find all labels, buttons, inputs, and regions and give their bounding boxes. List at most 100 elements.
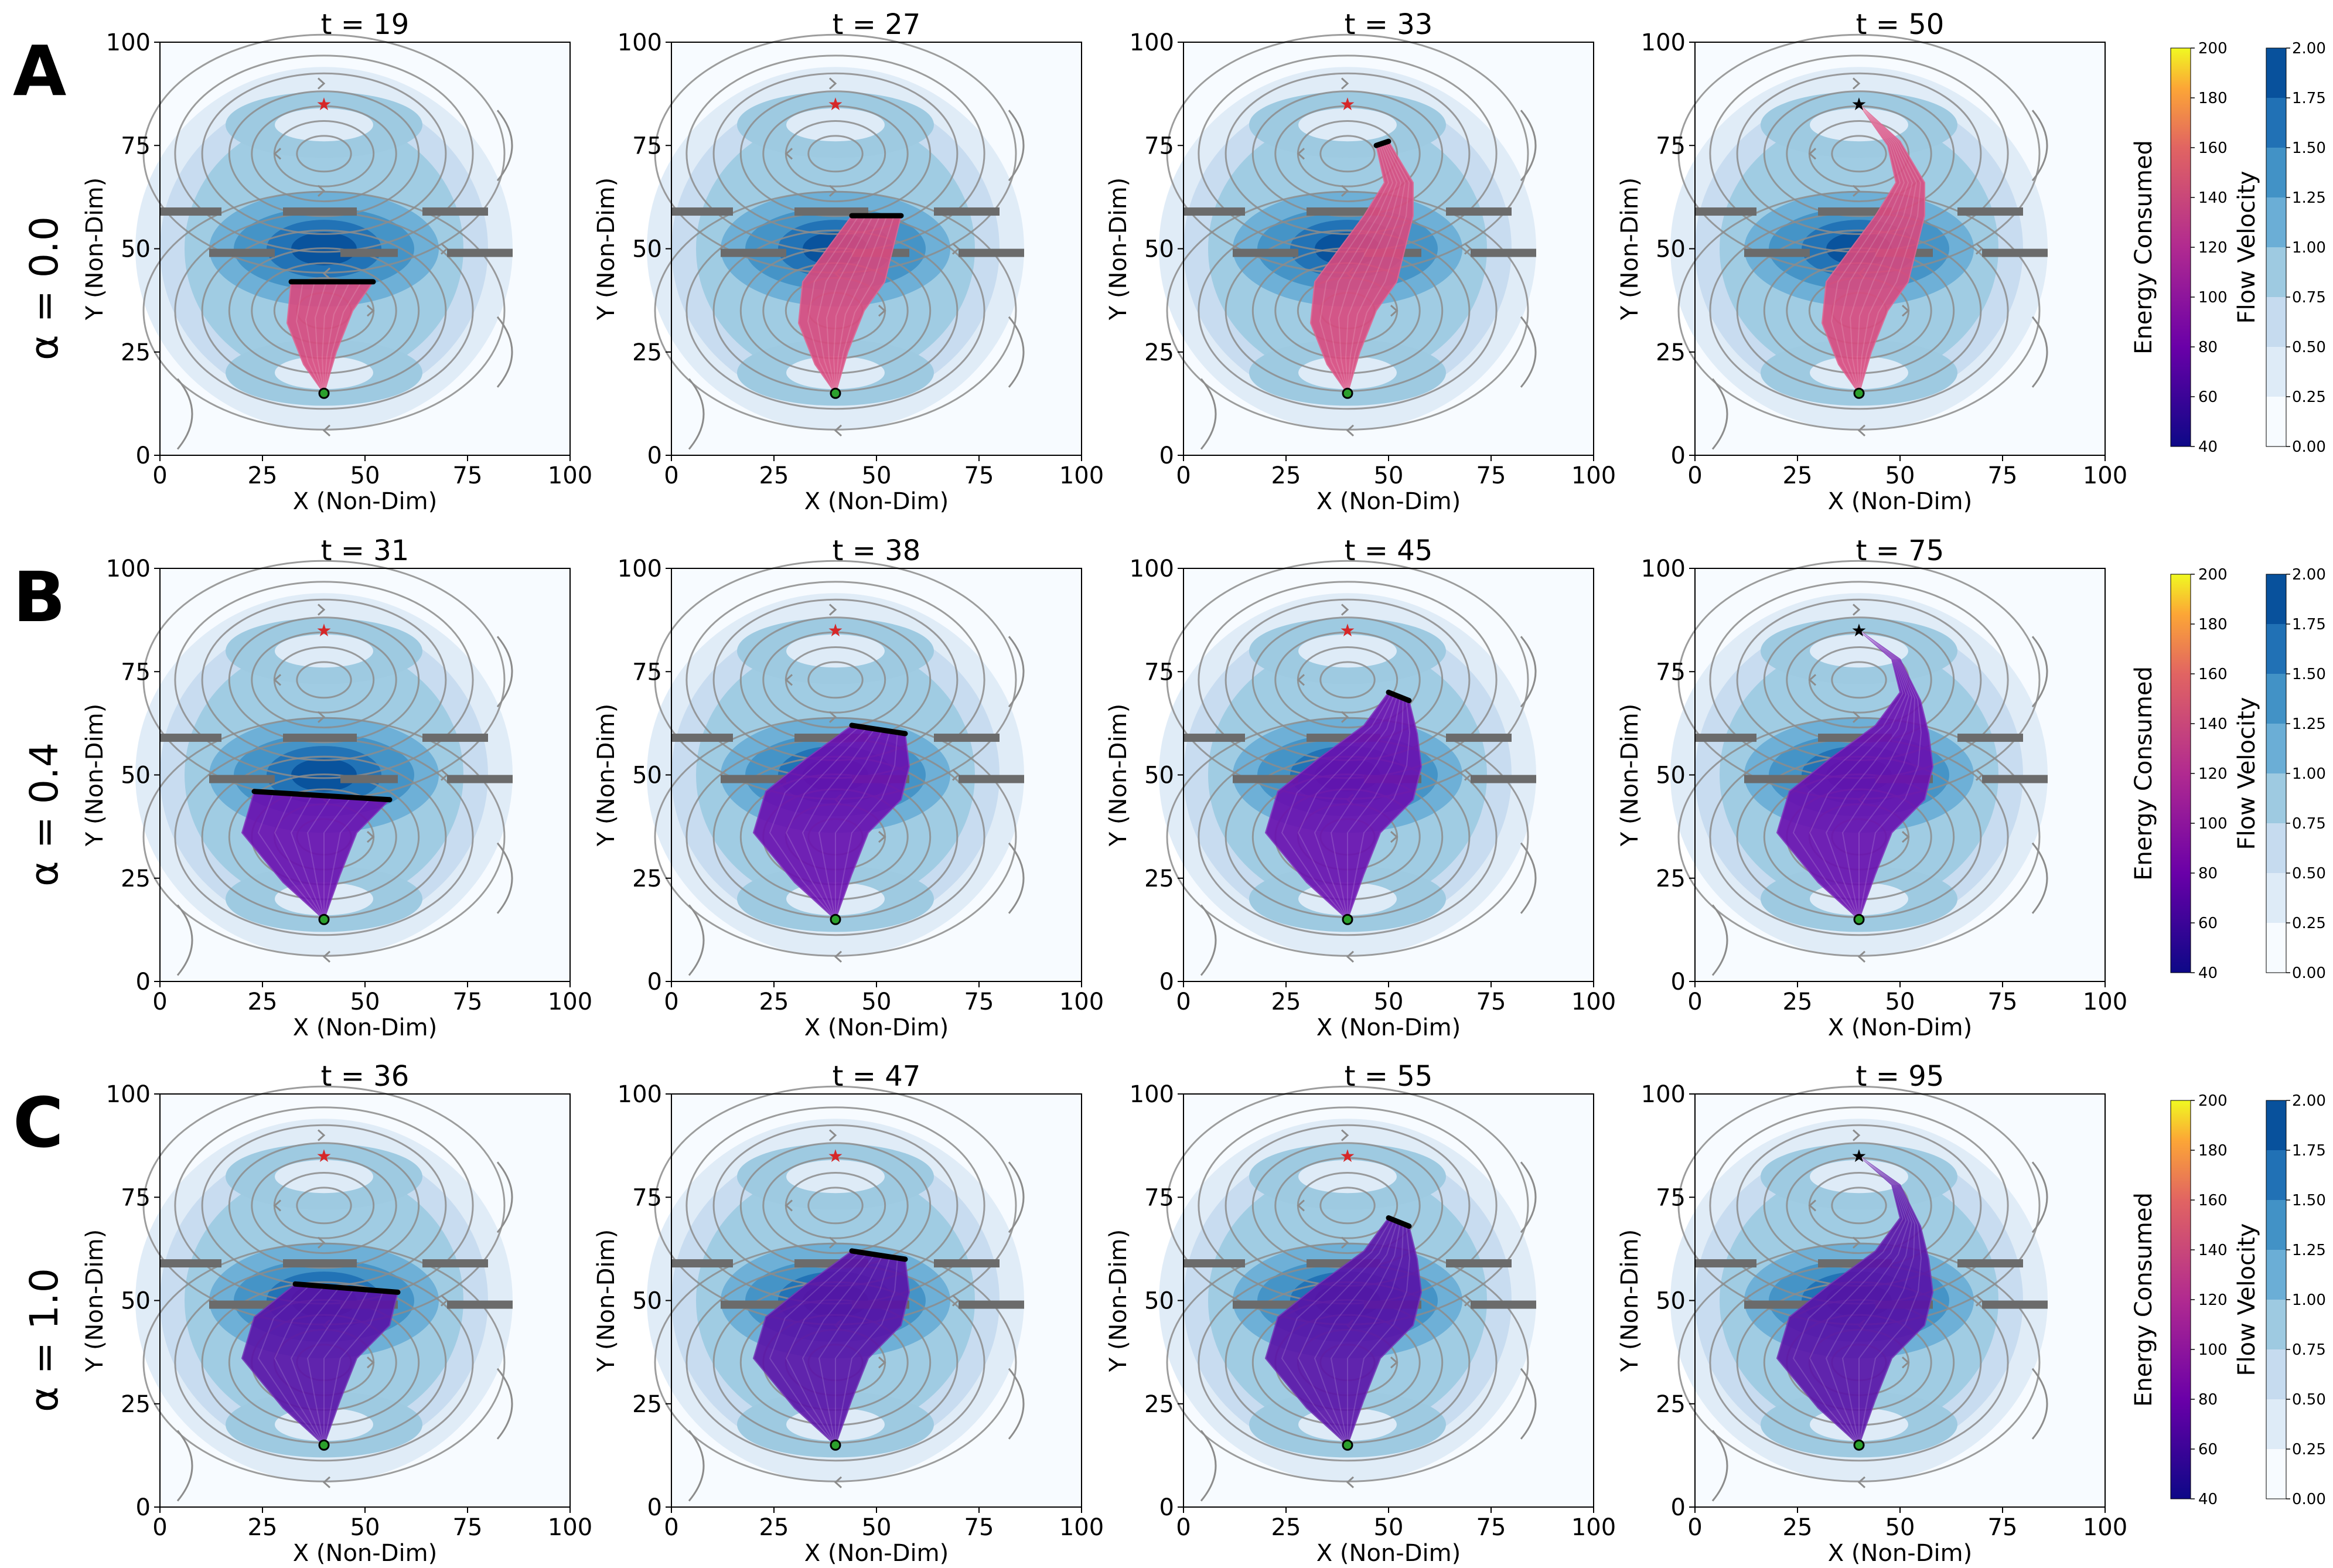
energy-colorbar-bar (2170, 574, 2191, 973)
trajectory-line (1858, 629, 1922, 920)
streamline-arrow (1808, 1199, 1817, 1212)
flow-colorbar-block (2266, 923, 2286, 973)
obstacle (934, 207, 1000, 216)
y-tick-label: 50 (1656, 236, 1686, 263)
streamline (251, 1157, 397, 1255)
trajectory-envelope (1821, 104, 1925, 395)
trajectory-line (1347, 700, 1423, 920)
trajectory-frontier (292, 1281, 401, 1295)
streamline-arrow (1464, 1294, 1472, 1307)
obstacle (160, 734, 221, 742)
obstacle (422, 734, 488, 742)
trajectory-line (818, 1255, 883, 1446)
y-tick-label: 75 (632, 132, 662, 159)
x-tick-label: 100 (1059, 462, 1104, 489)
trajectory-line (1776, 1155, 1901, 1446)
streamline (1319, 135, 1376, 173)
streamline-arrow (1852, 711, 1861, 723)
x-tick-label: 100 (2083, 1514, 2127, 1541)
streamline-arrow (1464, 769, 1472, 781)
obstacle (1307, 207, 1380, 216)
obstacle (1695, 1259, 1756, 1268)
y-tick-label: 100 (1641, 1081, 1686, 1108)
flow-tick-label: 0.00 (2292, 1491, 2326, 1508)
flow-tick-label: 0.75 (2292, 289, 2326, 306)
x-tick-label: 0 (1176, 462, 1191, 489)
trajectory-line (305, 281, 325, 394)
y-tick-label: 50 (1144, 236, 1174, 263)
streamline (228, 1142, 420, 1269)
streamline-arrow (878, 305, 886, 317)
energy-tick-label: 40 (2198, 438, 2218, 456)
flow-colorbar-block (2266, 1200, 2286, 1250)
trajectory-line (257, 792, 325, 920)
streamline-arrow (317, 1236, 326, 1249)
streamline-arrow (1390, 831, 1399, 843)
flow-tick-label: 0.50 (2292, 865, 2326, 882)
panel-title: t = 36 (321, 1060, 410, 1093)
y-tick-label: 50 (1656, 762, 1686, 789)
trajectory-line (1347, 1225, 1411, 1446)
flow-contour (275, 1160, 373, 1194)
trajectory-line (1809, 629, 1907, 920)
flow-colorbar-label: Flow Velocity (2233, 697, 2260, 850)
y-axis-label: Y (Non-Dim) (1105, 704, 1132, 847)
streamline (1008, 1368, 1025, 1440)
energy-tick-label: 140 (2198, 1242, 2228, 1259)
energy-tick-label: 80 (2198, 339, 2218, 356)
energy-tick-label: 40 (2198, 1491, 2218, 1508)
x-tick-label: 100 (2083, 988, 2127, 1015)
streamline-arrow (1901, 305, 1910, 317)
y-tick-label: 50 (121, 236, 151, 263)
panel-B-4: ★ 00 25 25 50 50 75 75 100 100 t = 75 X (Non-Dim) Y … (1616, 534, 2127, 1041)
energy-tick-label: 100 (2198, 815, 2228, 833)
row-letter-B: B (13, 557, 66, 638)
panel-title: t = 33 (1345, 8, 1433, 41)
y-tick-label: 0 (136, 442, 151, 469)
trajectory-line (306, 796, 332, 920)
trajectory-line (1338, 143, 1398, 394)
goal-marker: ★ (1851, 621, 1867, 641)
trajectory-line (801, 1254, 875, 1446)
energy-tick-label: 100 (2198, 1341, 2228, 1359)
panel-title: t = 47 (833, 1060, 921, 1093)
x-tick-label: 25 (1271, 988, 1301, 1015)
streamline (1200, 1430, 1217, 1502)
flow-contour (275, 108, 373, 142)
y-tick-label: 50 (1144, 762, 1174, 789)
streamline (762, 1157, 909, 1255)
trajectory-line (323, 281, 362, 394)
trajectory-line (816, 215, 867, 394)
energy-tick-label: 160 (2198, 139, 2228, 157)
trajectory-line (835, 1256, 891, 1446)
y-tick-label: 25 (1656, 865, 1686, 892)
energy-tick-label: 160 (2198, 666, 2228, 683)
row-alpha-B: α = 0.4 (22, 742, 67, 887)
y-tick-label: 0 (1159, 969, 1174, 996)
streamline (807, 1187, 864, 1225)
y-tick-label: 100 (1130, 555, 1174, 582)
flow-colorbar-block (2266, 624, 2286, 674)
obstacle (160, 1259, 221, 1268)
streamline (1251, 90, 1444, 217)
streamline (176, 378, 193, 450)
x-tick-label: 25 (248, 1514, 278, 1541)
y-tick-label: 25 (632, 865, 662, 892)
y-tick-label: 50 (121, 1288, 151, 1315)
y-tick-label: 100 (618, 1081, 662, 1108)
flow-colorbar-label: Flow Velocity (2233, 171, 2260, 324)
streamline (1319, 661, 1376, 699)
streamline-arrow (1852, 1236, 1861, 1249)
obstacle (1982, 775, 2048, 783)
y-axis-label: Y (Non-Dim) (593, 1229, 620, 1372)
y-tick-label: 75 (1144, 1184, 1174, 1211)
energy-colorbar-label: Energy Consumed (2130, 666, 2157, 881)
obstacle (1446, 734, 1512, 742)
streamline (1008, 316, 1025, 388)
trajectory-line (1830, 104, 1901, 394)
x-axis-label: X (Non-Dim) (804, 488, 949, 515)
energy-tick-label: 100 (2198, 289, 2228, 306)
y-tick-label: 100 (106, 1081, 151, 1108)
streamline-arrow (322, 267, 331, 279)
trajectory-line (290, 1287, 340, 1446)
